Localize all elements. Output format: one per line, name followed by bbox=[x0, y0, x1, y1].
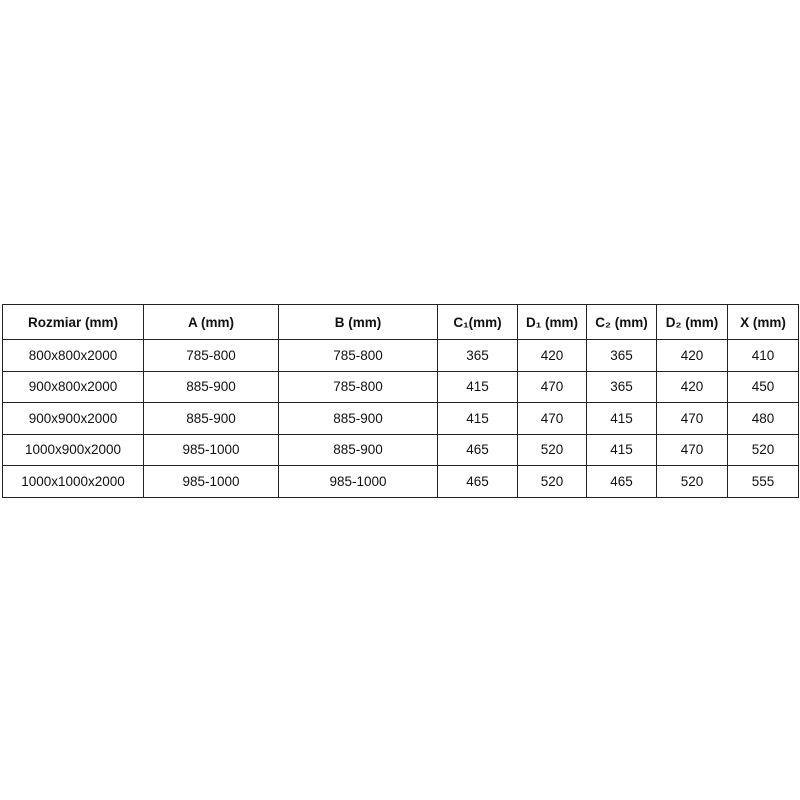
table-cell: 985-1000 bbox=[278, 465, 438, 498]
table-cell: 470 bbox=[517, 370, 587, 403]
column-header: C₂ (mm) bbox=[586, 304, 657, 340]
header-row: Rozmiar (mm) A (mm) B (mm) C₁(mm) D₁ (mm) C₂ … bbox=[2, 304, 799, 340]
table-cell: 365 bbox=[586, 339, 657, 372]
table-cell: 885-900 bbox=[278, 433, 438, 466]
table-cell: 1000x1000x2000 bbox=[2, 465, 144, 498]
table-cell: 470 bbox=[517, 402, 587, 435]
table-cell: 420 bbox=[517, 339, 587, 372]
column-header: B (mm) bbox=[278, 304, 438, 340]
dimensions-table: Rozmiar (mm) A (mm) B (mm) C₁(mm) D₁ (mm) C₂ … bbox=[2, 304, 799, 498]
table-cell: 985-1000 bbox=[143, 433, 279, 466]
column-header: D₂ (mm) bbox=[656, 304, 728, 340]
table-cell: 420 bbox=[656, 370, 728, 403]
table-row: 900x900x2000 885-900 885-900 415 470 415 470 48… bbox=[2, 402, 799, 435]
table-cell: 985-1000 bbox=[143, 465, 279, 498]
column-header: D₁ (mm) bbox=[517, 304, 587, 340]
table-cell: 465 bbox=[586, 465, 657, 498]
table-cell: 410 bbox=[727, 339, 799, 372]
table-cell: 520 bbox=[517, 433, 587, 466]
column-header: Rozmiar (mm) bbox=[2, 304, 144, 340]
table-row: 800x800x2000 785-800 785-800 365 420 365 420 41… bbox=[2, 339, 799, 372]
table-cell: 480 bbox=[727, 402, 799, 435]
table-cell: 465 bbox=[437, 465, 518, 498]
table-cell: 465 bbox=[437, 433, 518, 466]
table-cell: 365 bbox=[586, 370, 657, 403]
table-row: 1000x900x2000 985-1000 885-900 465 520 415 470… bbox=[2, 433, 799, 466]
table-cell: 900x900x2000 bbox=[2, 402, 144, 435]
table-cell: 785-800 bbox=[278, 339, 438, 372]
column-header: A (mm) bbox=[143, 304, 279, 340]
table-cell: 885-900 bbox=[143, 370, 279, 403]
table-cell: 470 bbox=[656, 433, 728, 466]
table-row: 900x800x2000 885-900 785-800 415 470 365 420 45… bbox=[2, 370, 799, 403]
column-header: C₁(mm) bbox=[437, 304, 518, 340]
table-cell: 415 bbox=[437, 370, 518, 403]
column-header: X (mm) bbox=[727, 304, 799, 340]
table-cell: 420 bbox=[656, 339, 728, 372]
table-cell: 785-800 bbox=[278, 370, 438, 403]
table-cell: 885-900 bbox=[143, 402, 279, 435]
table-cell: 415 bbox=[586, 402, 657, 435]
table-cell: 800x800x2000 bbox=[2, 339, 144, 372]
table-cell: 415 bbox=[437, 402, 518, 435]
table-cell: 1000x900x2000 bbox=[2, 433, 144, 466]
table-cell: 520 bbox=[517, 465, 587, 498]
table-cell: 415 bbox=[586, 433, 657, 466]
table-cell: 520 bbox=[727, 433, 799, 466]
table-cell: 470 bbox=[656, 402, 728, 435]
table-cell: 555 bbox=[727, 465, 799, 498]
table-cell: 520 bbox=[656, 465, 728, 498]
table-cell: 900x800x2000 bbox=[2, 370, 144, 403]
table-cell: 885-900 bbox=[278, 402, 438, 435]
table-row: 1000x1000x2000 985-1000 985-1000 465 520 465 5… bbox=[2, 465, 799, 498]
table-cell: 450 bbox=[727, 370, 799, 403]
table-cell: 365 bbox=[437, 339, 518, 372]
table-cell: 785-800 bbox=[143, 339, 279, 372]
